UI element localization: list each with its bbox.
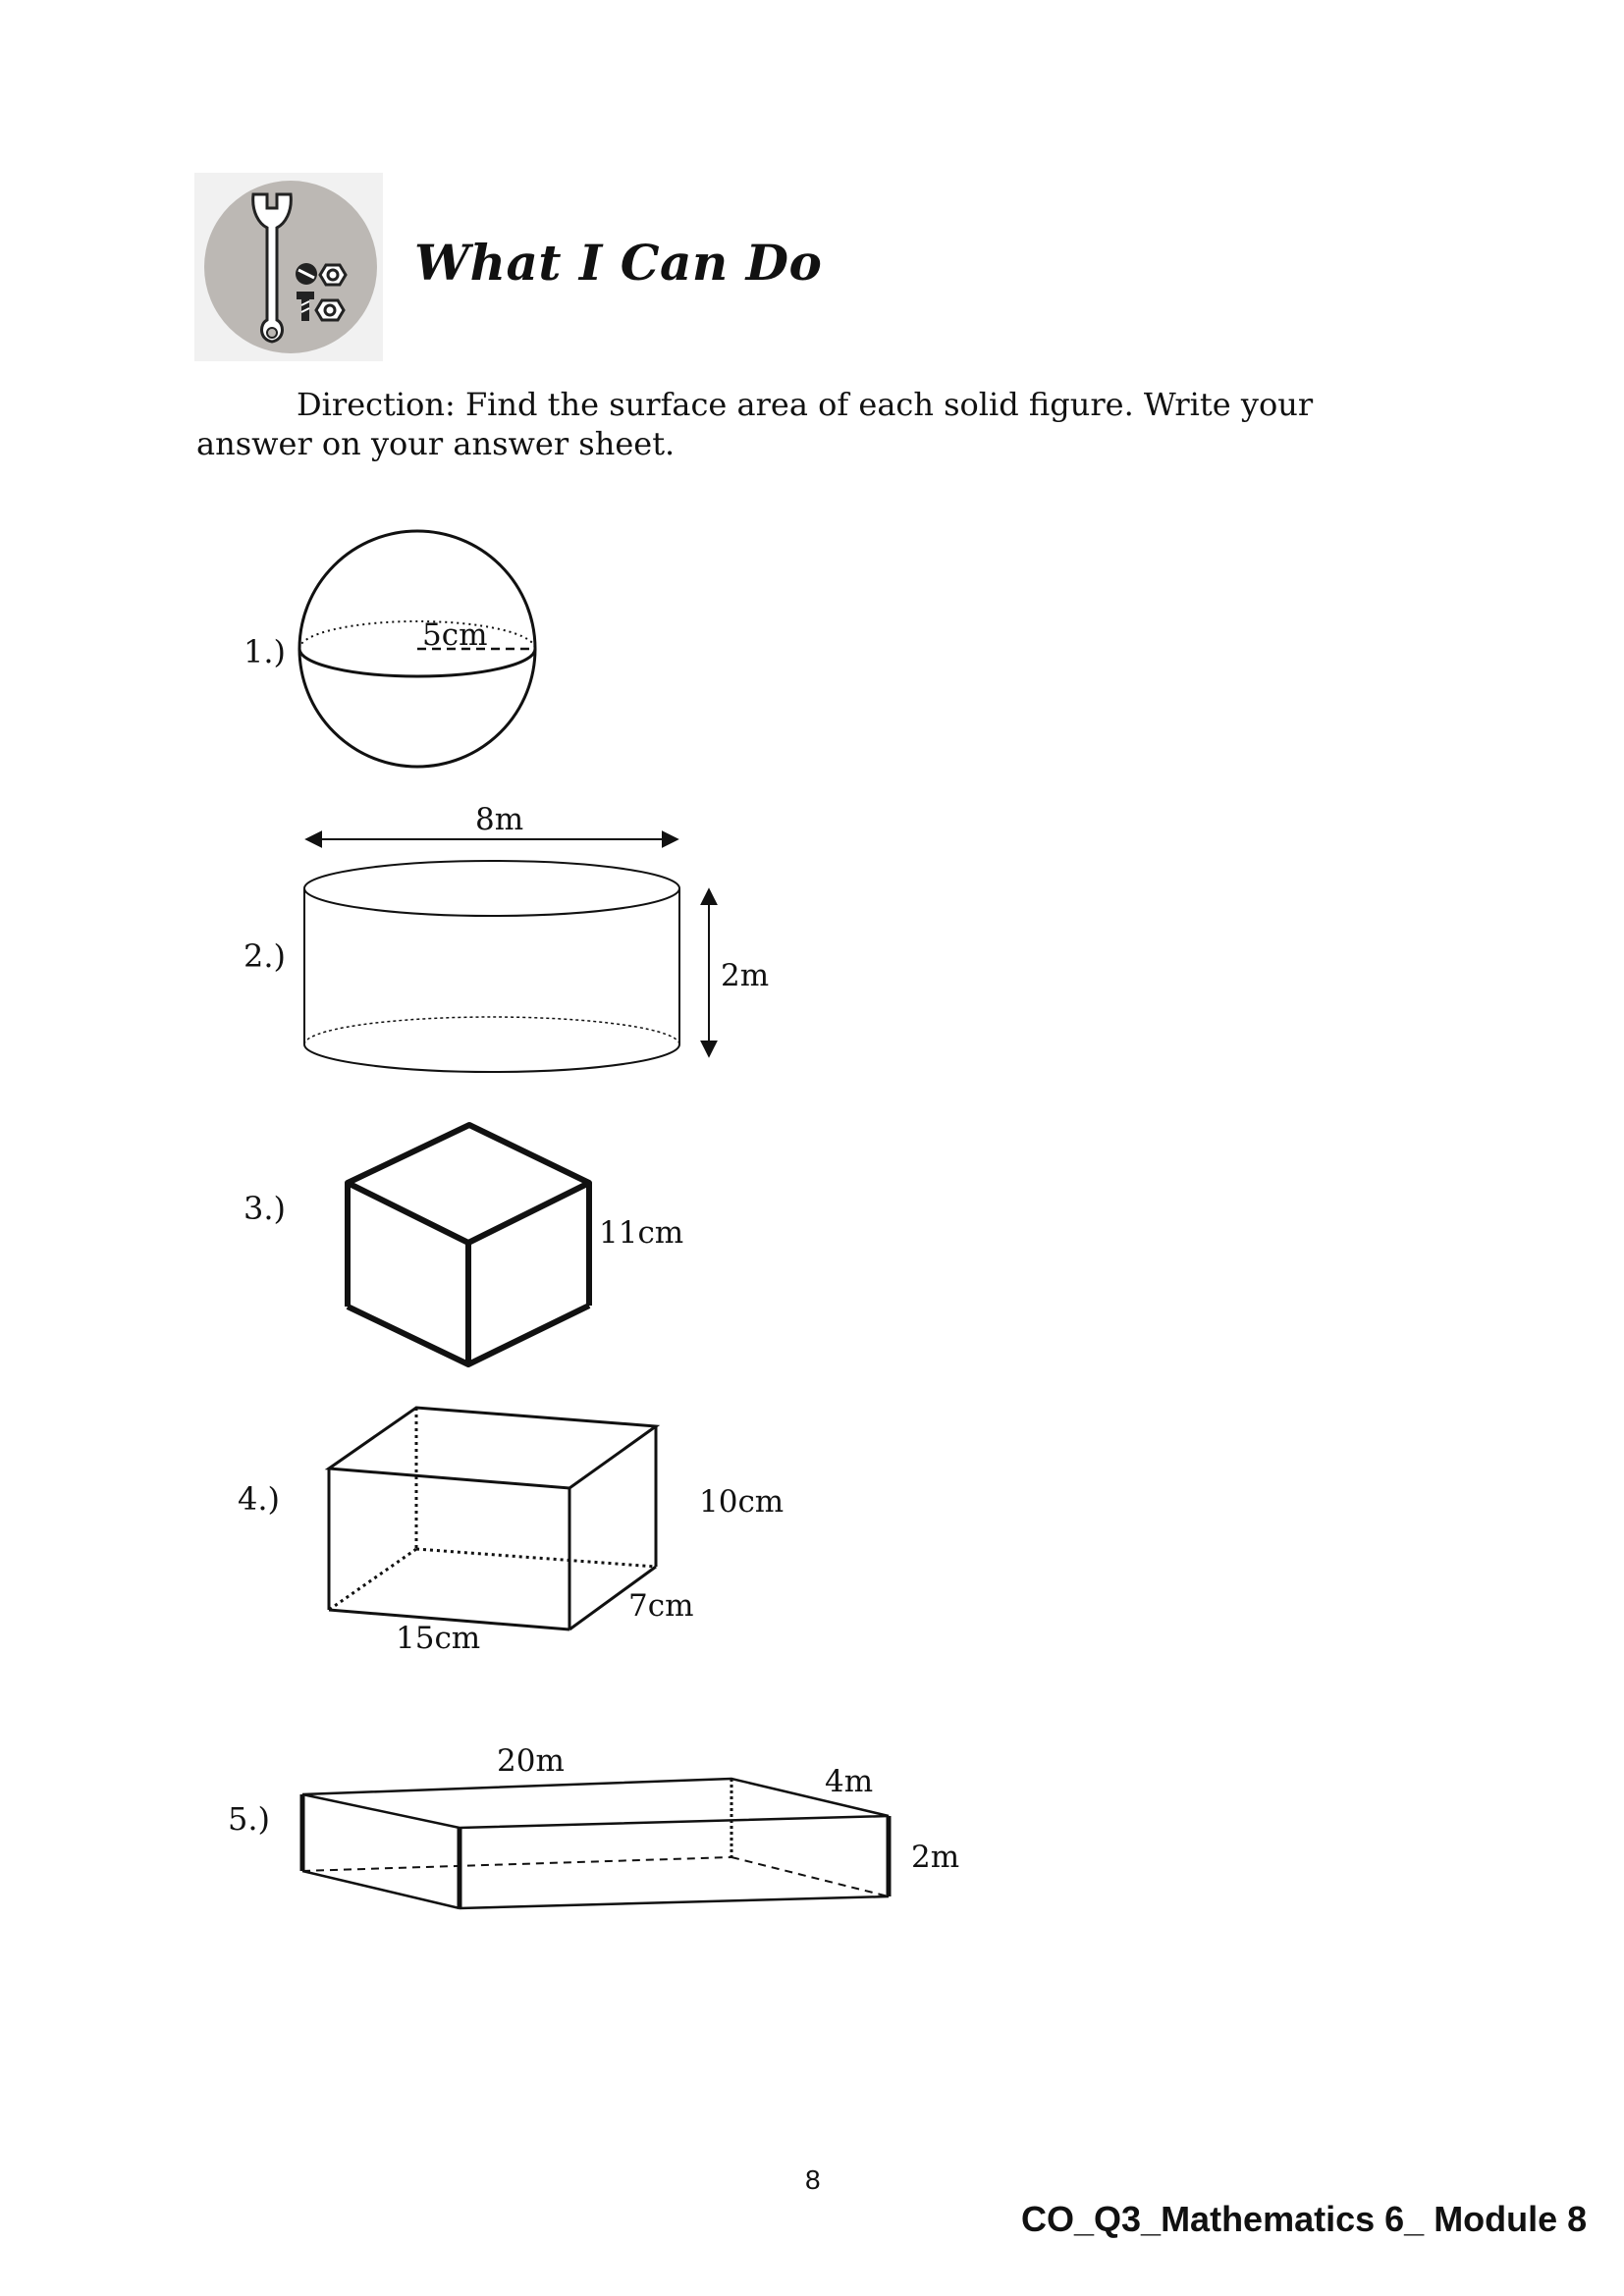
problem-number-2: 2.) xyxy=(244,937,287,975)
page-number: 8 xyxy=(805,2164,821,2195)
sphere-radius-label: 5cm xyxy=(422,617,488,653)
section-title: What I Can Do xyxy=(414,234,823,292)
sphere-figure xyxy=(298,529,537,769)
rectangular-prism-figure-5 xyxy=(299,1777,892,1910)
prism5-height-label: 2m xyxy=(911,1840,960,1875)
prism5-length-label: 20m xyxy=(497,1743,565,1779)
problem-number-5: 5.) xyxy=(228,1800,271,1838)
cube-figure xyxy=(345,1122,592,1367)
cylinder-height-label: 2m xyxy=(721,958,770,993)
direction-text: Direction: Find the surface area of each… xyxy=(196,385,1414,463)
problem-number-4: 4.) xyxy=(238,1480,281,1518)
cylinder-figure xyxy=(303,830,718,1073)
tools-icon xyxy=(194,173,383,361)
prism4-width-label: 7cm xyxy=(628,1588,694,1624)
rectangular-prism-figure-4 xyxy=(324,1406,661,1631)
module-code: CO_Q3_Mathematics 6_ Module 8 xyxy=(1021,2199,1588,2239)
cube-edge-label: 11cm xyxy=(599,1215,684,1251)
prism4-length-label: 15cm xyxy=(396,1621,481,1656)
direction-text-content: Direction: Find the surface area of each… xyxy=(196,386,1314,462)
cylinder-diameter-label: 8m xyxy=(475,802,524,837)
prism4-height-label: 10cm xyxy=(699,1484,785,1520)
problem-number-3: 3.) xyxy=(244,1190,287,1227)
prism5-width-label: 4m xyxy=(825,1764,874,1799)
problem-number-1: 1.) xyxy=(244,633,287,670)
